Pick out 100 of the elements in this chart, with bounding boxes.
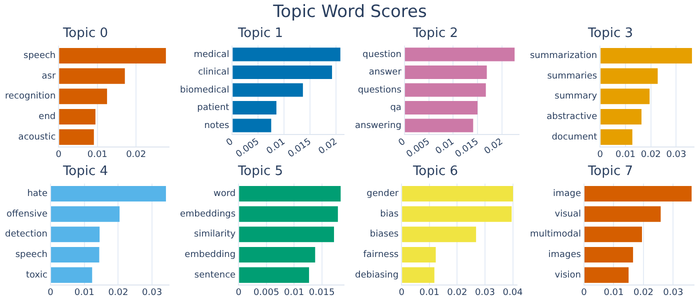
y-tick-label: toxic bbox=[26, 270, 48, 280]
x-tick-label: 0.03 bbox=[663, 288, 684, 298]
y-tick-label: summarization bbox=[530, 51, 598, 62]
y-tick-label: word bbox=[213, 189, 236, 200]
x-tick-label: 0.02 bbox=[108, 288, 128, 298]
bar bbox=[59, 48, 166, 64]
y-tick-label: hate bbox=[27, 189, 48, 200]
chart-title: Topic 6 bbox=[412, 164, 458, 180]
bar bbox=[600, 88, 650, 104]
bar bbox=[600, 68, 658, 84]
y-tick-label: questions bbox=[358, 85, 402, 96]
bar bbox=[584, 267, 629, 283]
bar bbox=[402, 246, 436, 262]
y-tick-label: detection bbox=[4, 230, 48, 240]
y-tick-label: offensive bbox=[6, 209, 48, 220]
x-tick-label: 0.03 bbox=[474, 288, 495, 298]
y-tick-label: medical bbox=[194, 50, 230, 60]
y-tick-label: vision bbox=[554, 270, 582, 280]
x-tick-label: 0.01 bbox=[87, 150, 108, 160]
y-tick-label: asr bbox=[42, 71, 56, 82]
chart-title: Topic 1 bbox=[236, 26, 284, 42]
bar bbox=[59, 129, 94, 145]
chart-title: Topic 0 bbox=[62, 26, 108, 42]
bar bbox=[51, 186, 166, 202]
x-tick-label: 0.02 bbox=[482, 136, 505, 157]
y-tick-label: clinical bbox=[198, 68, 230, 78]
x-tick-label: 0.04 bbox=[502, 288, 524, 298]
y-tick-label: sentence bbox=[194, 270, 236, 280]
y-tick-label: summary bbox=[554, 92, 598, 102]
y-tick-label: gender bbox=[366, 189, 399, 200]
y-tick-label: qa bbox=[390, 103, 402, 114]
bar bbox=[59, 68, 125, 84]
bar bbox=[600, 129, 632, 145]
bar bbox=[584, 226, 642, 242]
x-tick-label: 0 bbox=[48, 288, 54, 298]
bar bbox=[584, 246, 634, 262]
bar bbox=[239, 186, 341, 202]
y-tick-label: similarity bbox=[194, 230, 236, 240]
x-tick-label: 0.02 bbox=[640, 150, 661, 160]
y-tick-label: notes bbox=[204, 120, 230, 131]
x-tick-label: 0 bbox=[397, 136, 408, 148]
x-tick-label: 0 bbox=[56, 150, 62, 160]
x-tick-label: 0 bbox=[236, 288, 242, 298]
chart-title: Topic 2 bbox=[412, 26, 458, 42]
x-tick-label: 0 bbox=[581, 288, 588, 298]
y-tick-label: biomedical bbox=[180, 85, 230, 96]
bar bbox=[402, 267, 434, 283]
x-tick-label: 0 bbox=[597, 150, 604, 160]
x-tick-label: 0.01 bbox=[615, 150, 636, 160]
y-tick-label: patient bbox=[197, 103, 230, 114]
y-tick-label: acoustic bbox=[18, 132, 56, 142]
x-tick-label: 0.03 bbox=[142, 288, 162, 298]
bar bbox=[584, 206, 661, 222]
x-tick-label: 0.02 bbox=[447, 288, 468, 298]
bar bbox=[402, 186, 514, 202]
bar bbox=[600, 48, 692, 64]
text: Topic Word Scores bbox=[273, 2, 427, 22]
y-tick-label: debiasing bbox=[354, 270, 399, 280]
y-tick-label: question bbox=[362, 50, 402, 60]
bar bbox=[51, 267, 92, 283]
bar bbox=[600, 108, 642, 124]
chart-title: Topic 7 bbox=[586, 164, 634, 180]
y-tick-label: summaries bbox=[547, 71, 598, 82]
y-tick-label: answer bbox=[368, 68, 402, 78]
y-tick-label: fairness bbox=[363, 250, 399, 260]
y-tick-label: speech bbox=[24, 51, 56, 62]
x-tick-label: 0.02 bbox=[126, 150, 146, 160]
x-tick-label: 0.02 bbox=[317, 136, 340, 157]
x-tick-label: 0.03 bbox=[666, 150, 686, 160]
bar bbox=[59, 88, 108, 104]
x-tick-label: 0.015 bbox=[308, 288, 335, 298]
bar bbox=[51, 226, 100, 242]
bar bbox=[51, 206, 120, 222]
y-tick-label: abstractive bbox=[546, 112, 598, 122]
x-tick-label: 0 bbox=[224, 136, 236, 148]
bar bbox=[402, 226, 476, 242]
y-tick-label: answering bbox=[354, 120, 402, 131]
bar bbox=[239, 206, 338, 222]
x-tick-label: 0.01 bbox=[265, 136, 288, 157]
bar bbox=[239, 226, 334, 242]
bar bbox=[402, 206, 512, 222]
chart-title: Topic 4 bbox=[62, 164, 108, 180]
y-tick-label: images bbox=[548, 250, 582, 260]
x-tick-label: 0.01 bbox=[419, 288, 440, 298]
bar bbox=[239, 246, 316, 262]
chart-title: Topic 5 bbox=[236, 164, 284, 180]
bar bbox=[239, 267, 310, 283]
y-tick-label: bias bbox=[380, 209, 399, 220]
y-tick-label: embedding bbox=[184, 250, 236, 260]
bar bbox=[584, 186, 692, 202]
y-tick-label: embeddings bbox=[180, 209, 236, 220]
bar bbox=[51, 246, 100, 262]
y-tick-label: visual bbox=[554, 209, 582, 220]
y-tick-label: recognition bbox=[4, 92, 56, 102]
x-tick-label: 0.02 bbox=[633, 288, 654, 298]
chart-title: Topic 3 bbox=[586, 26, 634, 42]
x-tick-label: 0.005 bbox=[253, 288, 280, 298]
x-tick-label: 0.01 bbox=[74, 288, 94, 298]
y-tick-label: document bbox=[552, 132, 598, 142]
x-tick-label: 0.01 bbox=[434, 136, 456, 157]
